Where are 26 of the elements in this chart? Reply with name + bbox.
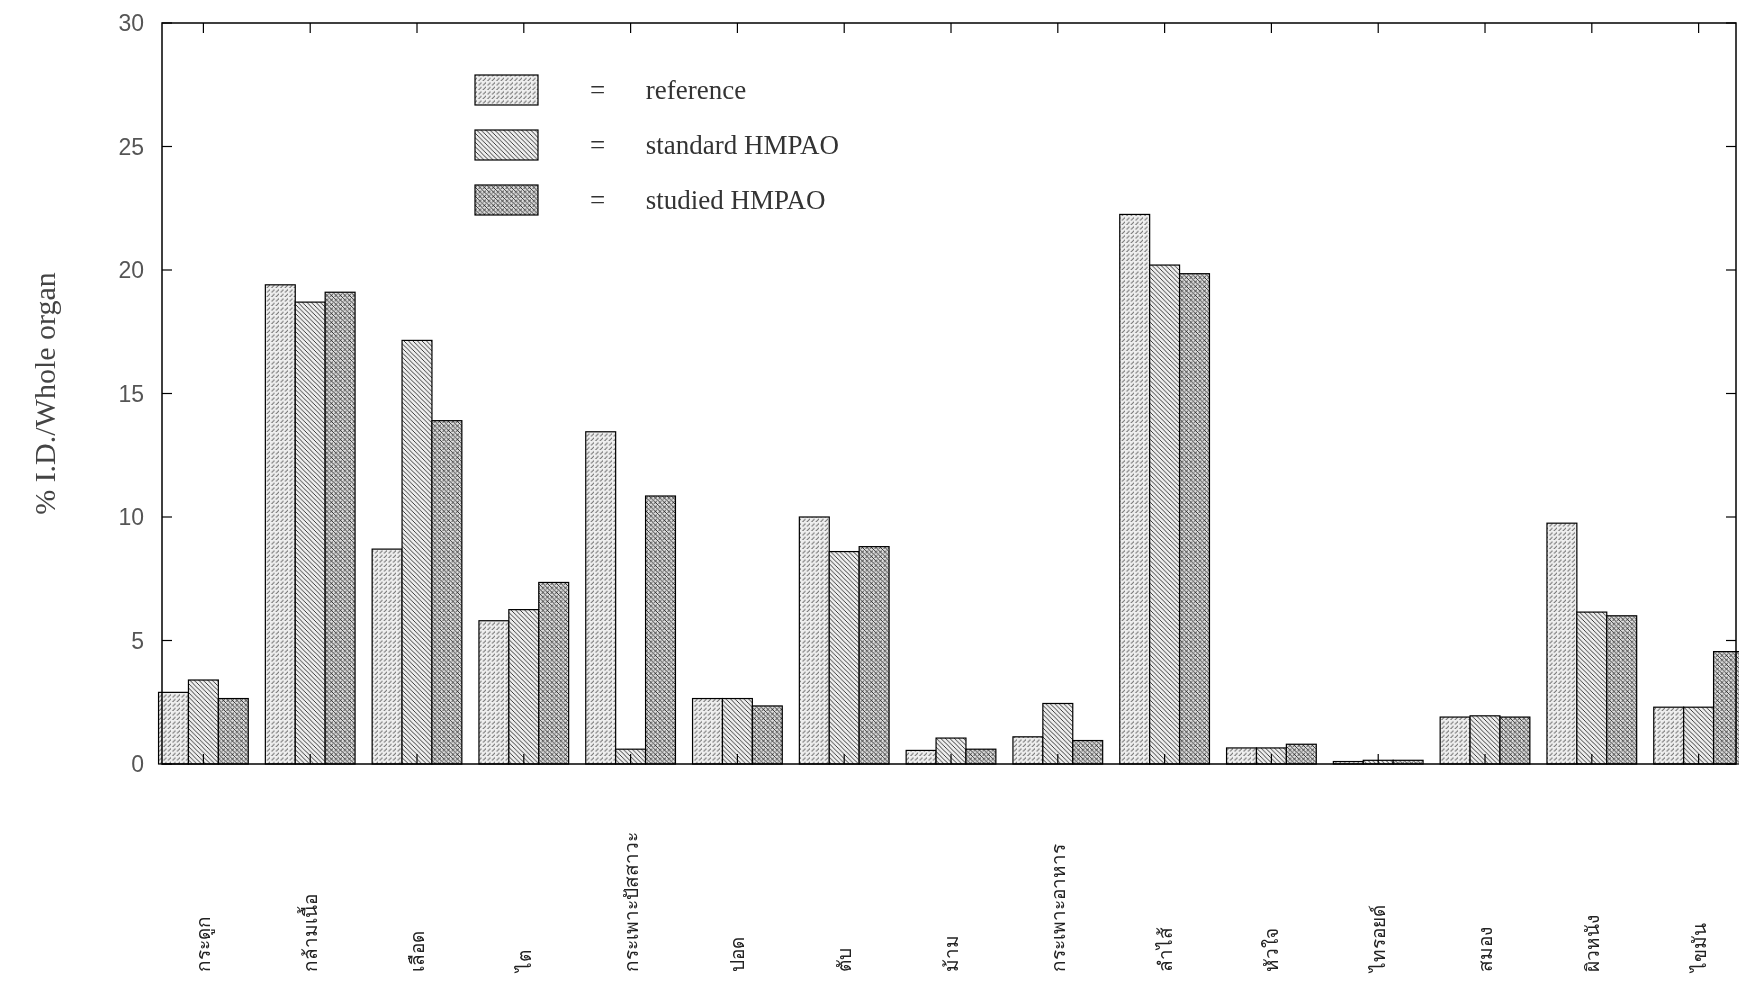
- x-tick-label: ตับ: [833, 948, 856, 972]
- y-tick-label: 30: [118, 10, 144, 36]
- y-tick-label: 5: [131, 627, 144, 654]
- y-tick-label: 20: [118, 257, 144, 283]
- x-tick-label: กระดูก: [192, 916, 216, 972]
- x-tick-label: กระเพาะอาหาร: [1046, 844, 1069, 972]
- x-tick-label: สมอง: [1474, 927, 1497, 972]
- x-tick-label: ม้าม: [940, 935, 963, 972]
- y-tick-label: 15: [118, 380, 144, 407]
- legend-label: = studied HMPAO: [590, 185, 826, 215]
- y-tick-label: 25: [118, 133, 144, 160]
- x-tick-label: ผิวหนัง: [1580, 915, 1603, 972]
- x-tick-label: เลือด: [406, 931, 428, 972]
- legend-label: = standard HMPAO: [590, 130, 839, 160]
- x-tick-label: ไทรอยด์: [1367, 905, 1390, 974]
- y-axis-title: % I.D./Whole organ: [28, 272, 61, 515]
- y-tick-label: 0: [131, 751, 144, 777]
- y-tick-label: 10: [118, 504, 144, 530]
- x-tick-label: กระเพาะปัสสาวะ: [619, 832, 642, 972]
- x-tick-label: ไขมัน: [1687, 923, 1710, 974]
- x-tick-label: ปอด: [726, 937, 749, 972]
- legend-label: = reference: [590, 75, 747, 105]
- x-tick-label: ไต: [512, 950, 535, 974]
- x-tick-label: หัวใจ: [1260, 928, 1283, 972]
- x-tick-label: ลำไส้: [1153, 927, 1176, 972]
- x-tick-label: กล้ามเนื้อ: [297, 894, 322, 972]
